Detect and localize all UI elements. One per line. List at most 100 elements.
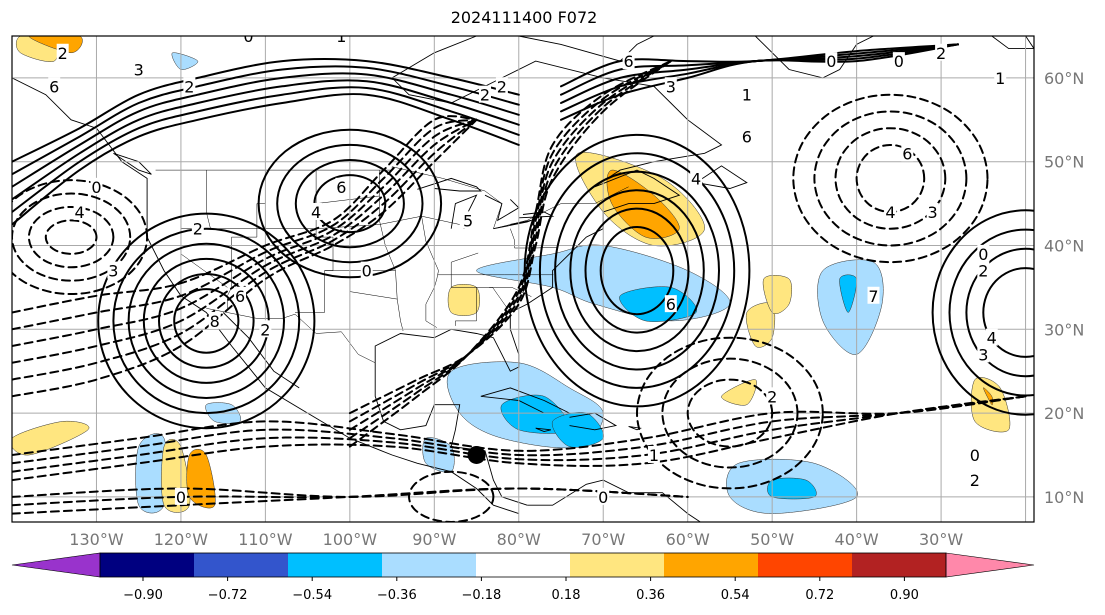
- contour-label: 2: [58, 44, 68, 63]
- negative-contour: [12, 118, 478, 347]
- negative-contour: [12, 395, 1027, 456]
- border-line: [155, 166, 629, 230]
- colorbar-segment: [476, 553, 570, 577]
- latitude-label: 30°N: [1044, 320, 1084, 339]
- longitude-label: 80°W: [497, 530, 541, 549]
- colorbar-tick-label: −0.90: [123, 588, 163, 603]
- negative-contour: [855, 143, 926, 213]
- contour-label-bg: [985, 328, 998, 346]
- positive-contour: [97, 212, 316, 430]
- longitude-label: 90°W: [412, 530, 456, 549]
- contour-label: 6: [49, 77, 59, 96]
- contour-label-bg: [968, 445, 981, 463]
- positive-contour: [276, 143, 424, 264]
- coastline: [374, 36, 723, 372]
- longitude-label: 30°W: [919, 530, 963, 549]
- border-line: [206, 170, 211, 229]
- contour-label: 2: [497, 77, 507, 96]
- latitude-label: 50°N: [1044, 153, 1084, 172]
- contour-label-bg: [884, 202, 897, 220]
- negative-contour: [348, 60, 672, 431]
- contour-label-bg: [910, 19, 922, 36]
- contour-label-bg: [664, 77, 677, 95]
- negative-contour: [407, 470, 495, 522]
- coastline: [484, 194, 520, 222]
- positive-contour: [982, 267, 1034, 358]
- negative-contour: [348, 60, 672, 423]
- anomaly-patch: [721, 379, 757, 406]
- coastline: [991, 36, 1034, 50]
- contour-label-bg: [56, 43, 69, 61]
- contour-label: 4: [987, 329, 997, 348]
- negative-contour: [348, 60, 672, 440]
- negative-contour: [12, 395, 1027, 473]
- coastline: [222, 312, 300, 389]
- positive-contour: [554, 170, 721, 371]
- contour-label-bg: [191, 219, 204, 237]
- negative-contour: [792, 93, 989, 264]
- coastline: [527, 479, 702, 522]
- contour-label: 3: [108, 262, 118, 281]
- colorbar-segment: [852, 553, 946, 577]
- positive-contour: [584, 207, 690, 334]
- colorbar-segment: [288, 553, 382, 577]
- colorbar-tick-label: 0.90: [890, 588, 919, 603]
- positive-contour: [599, 225, 675, 316]
- longitude-label: 40°W: [835, 530, 879, 549]
- contour-label: 3: [666, 77, 676, 96]
- contour-label-bg: [335, 36, 348, 44]
- anomaly-patch: [619, 286, 698, 322]
- latitude-label: 60°N: [1044, 69, 1084, 88]
- contour-label-bg: [892, 52, 905, 70]
- contour-label: 2: [970, 471, 980, 490]
- positive-contour: [931, 209, 1034, 416]
- map-frame: [11, 35, 1035, 523]
- negative-contour: [834, 127, 947, 230]
- negative-contour: [12, 395, 1027, 482]
- negative-contour: [12, 487, 689, 498]
- contour-label: 2: [480, 86, 490, 105]
- contour-label: 0: [598, 488, 608, 507]
- latitude-label: 40°N: [1044, 236, 1084, 255]
- negative-contour: [635, 336, 824, 490]
- positive-contour: [560, 43, 959, 88]
- contour-label: 8: [210, 312, 220, 331]
- colorbar-tick-label: −0.54: [292, 588, 332, 603]
- contour-label: 2: [978, 262, 988, 281]
- positive-contour: [12, 86, 520, 213]
- contour-label-bg: [901, 144, 914, 162]
- contour-label: 3: [978, 345, 988, 364]
- contour-label-bg: [242, 36, 255, 44]
- contour-label-bg: [183, 77, 196, 95]
- contour-label: 6: [336, 178, 346, 197]
- colorbar-tick-label: 0.54: [721, 588, 750, 603]
- contour-label-bg: [647, 445, 660, 463]
- positive-contour: [112, 227, 301, 415]
- negative-contour: [661, 357, 799, 469]
- contour-label: 2: [193, 220, 203, 239]
- negative-contour: [12, 118, 478, 381]
- longitude-label: 100°W: [323, 530, 378, 549]
- positive-contour: [12, 65, 520, 176]
- longitude-label: 110°W: [238, 530, 293, 549]
- contour-label-bg: [48, 77, 61, 95]
- contour-label-bg: [90, 177, 103, 195]
- contour-label-bg: [977, 345, 990, 363]
- border-line: [316, 195, 380, 204]
- positive-contour: [965, 247, 1034, 378]
- contour-label-bg: [825, 52, 838, 70]
- negative-contour: [348, 60, 672, 448]
- contour-label: 5: [463, 211, 473, 230]
- border-line: [206, 308, 376, 364]
- contour-label-bg: [478, 85, 491, 103]
- positive-contour: [12, 72, 520, 188]
- contour-label-bg: [597, 487, 610, 505]
- positive-contour: [948, 228, 1034, 397]
- longitude-label: 120°W: [154, 530, 209, 549]
- contour-label: 6: [902, 144, 912, 163]
- positive-contour: [142, 257, 270, 384]
- contour-label: 2: [184, 77, 194, 96]
- contour-label-bg: [360, 261, 373, 279]
- contour-label: 0: [978, 245, 988, 264]
